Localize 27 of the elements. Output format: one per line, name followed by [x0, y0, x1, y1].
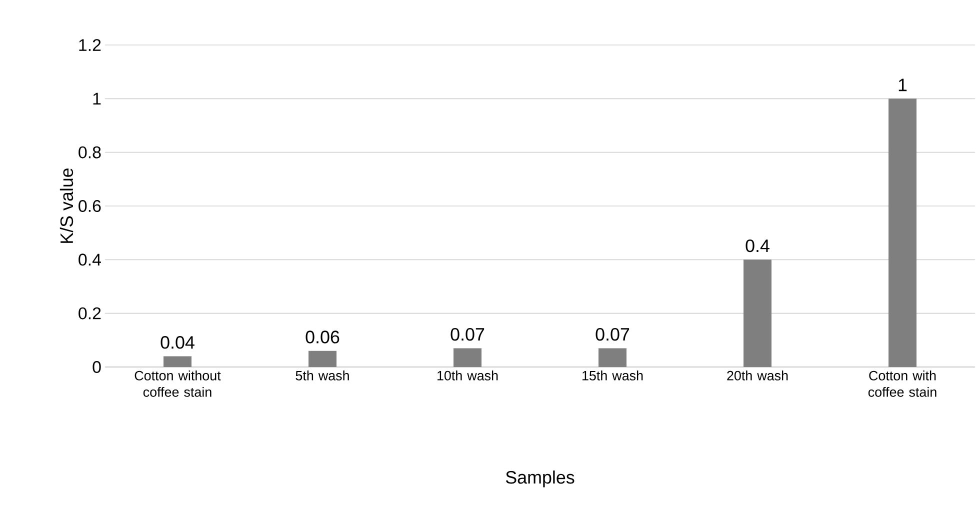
data-label: 1 [898, 78, 907, 92]
y-tick-label: 0.8 [78, 146, 101, 158]
bar [164, 356, 192, 367]
data-label: 0.07 [450, 328, 484, 341]
y-axis-title: K/S value [60, 168, 74, 243]
y-tick-label: 1 [93, 92, 101, 104]
bar [888, 98, 917, 367]
x-tick-label: Cotton without coffee stain [134, 370, 221, 397]
data-label: 0.06 [306, 330, 340, 344]
data-label: 0.04 [160, 336, 194, 349]
data-label: 0.4 [746, 239, 770, 252]
x-tick-label: 10th wash [438, 370, 498, 380]
y-tick-label: 0.6 [78, 200, 101, 212]
x-tick-label: 20th wash [727, 370, 788, 380]
bar [308, 350, 337, 367]
x-tick-label: 15th wash [582, 370, 643, 380]
x-axis-title: Samples [506, 470, 574, 488]
x-tick-label: Cotton with coffee stain [868, 370, 936, 397]
y-tick-label: 0 [92, 361, 101, 373]
y-tick-label: 0.4 [78, 254, 101, 266]
bar [598, 348, 627, 367]
x-tick-label: 5th wash [296, 370, 349, 380]
bar [454, 348, 482, 367]
y-tick-label: 0.2 [78, 307, 101, 320]
y-tick-label: 1.2 [79, 39, 101, 51]
bar [744, 260, 772, 367]
data-label: 0.07 [596, 328, 630, 341]
